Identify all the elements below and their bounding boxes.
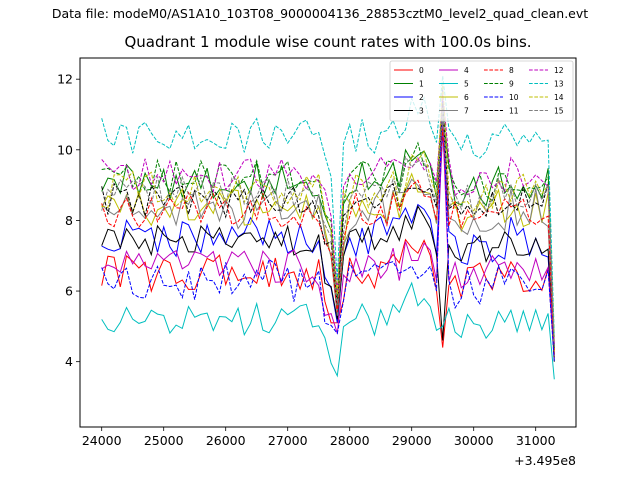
legend-label-3: 3 bbox=[419, 107, 424, 116]
series-line-0 bbox=[101, 238, 555, 359]
x-tick-label: 24000 bbox=[82, 433, 122, 448]
legend-label-0: 0 bbox=[419, 66, 424, 75]
series-line-5 bbox=[101, 281, 555, 380]
x-tick-label: 28000 bbox=[330, 433, 370, 448]
series-lines bbox=[101, 75, 555, 380]
x-tick-label: 25000 bbox=[144, 433, 184, 448]
series-line-15 bbox=[101, 107, 555, 348]
y-tick-label: 8 bbox=[65, 213, 73, 228]
legend-label-8: 8 bbox=[509, 66, 514, 75]
series-line-1 bbox=[101, 117, 555, 352]
data-file-title: Data file: modeM0/AS1A10_103T08_90000041… bbox=[51, 6, 589, 21]
x-tick-label: 31000 bbox=[516, 433, 556, 448]
series-line-8 bbox=[101, 128, 555, 355]
legend-label-5: 5 bbox=[464, 80, 469, 89]
series-line-14 bbox=[101, 82, 555, 341]
legend-label-1: 1 bbox=[419, 80, 424, 89]
x-tick-label: 27000 bbox=[268, 433, 308, 448]
series-line-2 bbox=[101, 132, 555, 355]
legend-label-4: 4 bbox=[464, 66, 469, 75]
legend-box bbox=[389, 60, 574, 122]
legend-label-11: 11 bbox=[509, 107, 519, 116]
legend-label-13: 13 bbox=[554, 80, 564, 89]
series-line-11 bbox=[101, 103, 555, 348]
x-tick-label: 26000 bbox=[206, 433, 246, 448]
series-line-10 bbox=[101, 86, 555, 362]
legend-label-12: 12 bbox=[554, 66, 564, 75]
y-tick-label: 10 bbox=[57, 142, 73, 157]
legend-label-10: 10 bbox=[509, 93, 519, 102]
legend-label-2: 2 bbox=[419, 93, 424, 102]
series-line-7 bbox=[101, 114, 555, 348]
x-offset-label: +3.495e8 bbox=[514, 453, 576, 468]
chart-title: Quadrant 1 module wise count rates with … bbox=[124, 33, 532, 51]
series-line-3 bbox=[101, 204, 555, 362]
series-line-12 bbox=[101, 93, 555, 345]
series-line-13 bbox=[101, 75, 555, 338]
y-tick-label: 4 bbox=[65, 354, 73, 369]
legend-label-15: 15 bbox=[554, 107, 564, 116]
x-tick-label: 29000 bbox=[392, 433, 432, 448]
legend-label-9: 9 bbox=[509, 80, 514, 89]
legend-label-14: 14 bbox=[554, 93, 564, 102]
y-tick-label: 12 bbox=[57, 72, 73, 87]
x-tick-label: 30000 bbox=[454, 433, 494, 448]
plot-frame bbox=[79, 57, 577, 428]
series-line-4 bbox=[101, 121, 555, 352]
y-tick-label: 6 bbox=[65, 284, 73, 299]
legend-label-7: 7 bbox=[464, 107, 469, 116]
legend-label-6: 6 bbox=[464, 93, 469, 102]
